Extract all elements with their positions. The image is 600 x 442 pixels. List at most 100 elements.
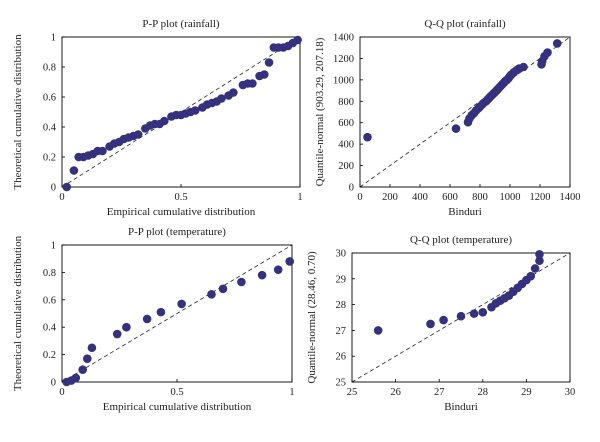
data-point <box>83 354 92 364</box>
chart-title: Q-Q plot (rainfall) <box>424 18 506 30</box>
data-point <box>260 70 269 79</box>
x-axis-label: Empirical cumulative distribution <box>103 401 252 413</box>
data-point <box>530 264 540 273</box>
data-point <box>142 314 152 324</box>
y-axis-label: Theoretical cumulative distribution <box>12 235 24 391</box>
y-tick-label: 1000 <box>333 75 354 86</box>
x-tick-label: 0 <box>59 387 64 398</box>
plot-frame <box>351 252 571 383</box>
x-tick-label: 600 <box>442 192 458 203</box>
y-tick-label: 0.4 <box>43 123 57 134</box>
reference-line <box>359 36 571 188</box>
y-tick-label: 0.8 <box>43 63 56 74</box>
data-point <box>264 58 274 67</box>
data-point <box>87 343 97 353</box>
x-tick-label: 0.5 <box>170 387 183 398</box>
x-tick-label: 0.5 <box>174 192 187 203</box>
y-tick-label: 600 <box>338 118 354 129</box>
y-tick-label: 1200 <box>333 54 354 65</box>
y-tick-label: 1 <box>51 241 56 252</box>
chart-panel-top-right: 0 200 400 600 800 1000 1200 1400 0 200 400 600 800 10… <box>314 18 581 218</box>
x-tick-label: 25 <box>347 387 358 398</box>
y-tick-label: 25 <box>336 378 347 389</box>
chart-panel-top-left: 0 0.5 1 0 0.2 0.4 0.6 0.8 1 P-P plot (rainfall) Em… <box>12 18 303 218</box>
chart-title: P-P plot (rainfall) <box>142 18 220 30</box>
y-tick-label: 0.6 <box>43 93 56 104</box>
y-tick-label: 800 <box>338 97 354 108</box>
x-tick-label: 1 <box>289 387 294 398</box>
y-tick-label: 0.4 <box>43 323 57 334</box>
data-point <box>552 39 562 48</box>
data-point <box>456 311 466 321</box>
data-point <box>71 373 81 383</box>
data-point <box>535 249 544 259</box>
plot-frame <box>359 36 571 188</box>
data-point <box>218 284 228 294</box>
y-axis-label: Quantile-normal (903.29, 207.18) <box>314 37 326 186</box>
y-tick-label: 0.2 <box>43 350 56 361</box>
y-tick-label: 0 <box>51 183 56 194</box>
y-axis-label: Quantile-normal (28.46, 0.70) <box>306 251 318 384</box>
data-point <box>469 309 479 318</box>
x-tick-label: 1400 <box>560 192 581 203</box>
data-point <box>285 257 295 266</box>
data-point <box>62 182 72 192</box>
data-point <box>363 132 372 142</box>
x-tick-label: 1200 <box>530 192 551 203</box>
chart-panel-bottom-right: 25 26 27 28 29 30 25 26 27 28 29 30 Q-Q plot (temper… <box>306 234 575 413</box>
data-point <box>177 299 186 309</box>
data-point <box>78 365 87 374</box>
y-tick-label: 28 <box>336 300 347 311</box>
data-point <box>207 290 216 299</box>
y-tick-label: 200 <box>338 161 354 172</box>
data-point <box>451 124 461 133</box>
x-tick-label: 400 <box>412 192 428 203</box>
x-tick-label: 0 <box>59 192 64 203</box>
data-point <box>248 79 257 88</box>
x-tick-label: 28 <box>478 387 489 398</box>
chart-title: P-P plot (temperature) <box>128 226 226 238</box>
data-point <box>133 130 143 139</box>
y-tick-label: 0.8 <box>43 268 56 279</box>
x-axis-label: Binduri <box>444 401 478 413</box>
data-point <box>229 88 238 97</box>
data-point <box>526 271 536 281</box>
data-point <box>426 319 435 329</box>
x-axis-label: Binduri <box>448 206 482 218</box>
data-point <box>373 326 383 335</box>
data-point <box>69 166 79 175</box>
data-point <box>257 270 267 280</box>
data-point <box>217 94 226 103</box>
y-tick-label: 26 <box>336 352 347 363</box>
y-tick-label: 0.6 <box>43 295 56 306</box>
x-tick-label: 29 <box>521 387 532 398</box>
data-point <box>293 35 302 45</box>
x-tick-label: 0 <box>357 192 362 203</box>
data-point <box>478 308 488 317</box>
y-tick-label: 0.2 <box>43 153 56 164</box>
y-tick-label: 29 <box>336 274 347 285</box>
reference-line <box>61 244 293 383</box>
x-tick-label: 200 <box>382 192 398 203</box>
x-tick-label: 1 <box>297 192 302 203</box>
data-point <box>237 277 246 287</box>
chart-title: Q-Q plot (temperature) <box>410 234 512 246</box>
x-tick-label: 27 <box>434 387 445 398</box>
data-point <box>156 307 166 317</box>
y-tick-label: 30 <box>336 249 347 260</box>
data-point <box>122 322 131 332</box>
y-tick-label: 1 <box>51 33 56 44</box>
data-point <box>439 315 448 325</box>
data-point <box>98 146 107 156</box>
data-point <box>535 256 544 266</box>
y-tick-label: 0 <box>51 378 56 389</box>
y-tick-label: 0 <box>349 183 354 194</box>
x-axis-label: Empirical cumulative distribution <box>107 206 256 218</box>
x-tick-label: 26 <box>390 387 401 398</box>
data-point <box>543 48 552 57</box>
data-point <box>190 106 200 115</box>
chart-panel-bottom-left: 0 0.5 1 0 0.2 0.4 0.6 0.8 1 P-P plot (temperature… <box>12 226 295 413</box>
data-point <box>160 116 169 126</box>
x-tick-label: 800 <box>472 192 488 203</box>
